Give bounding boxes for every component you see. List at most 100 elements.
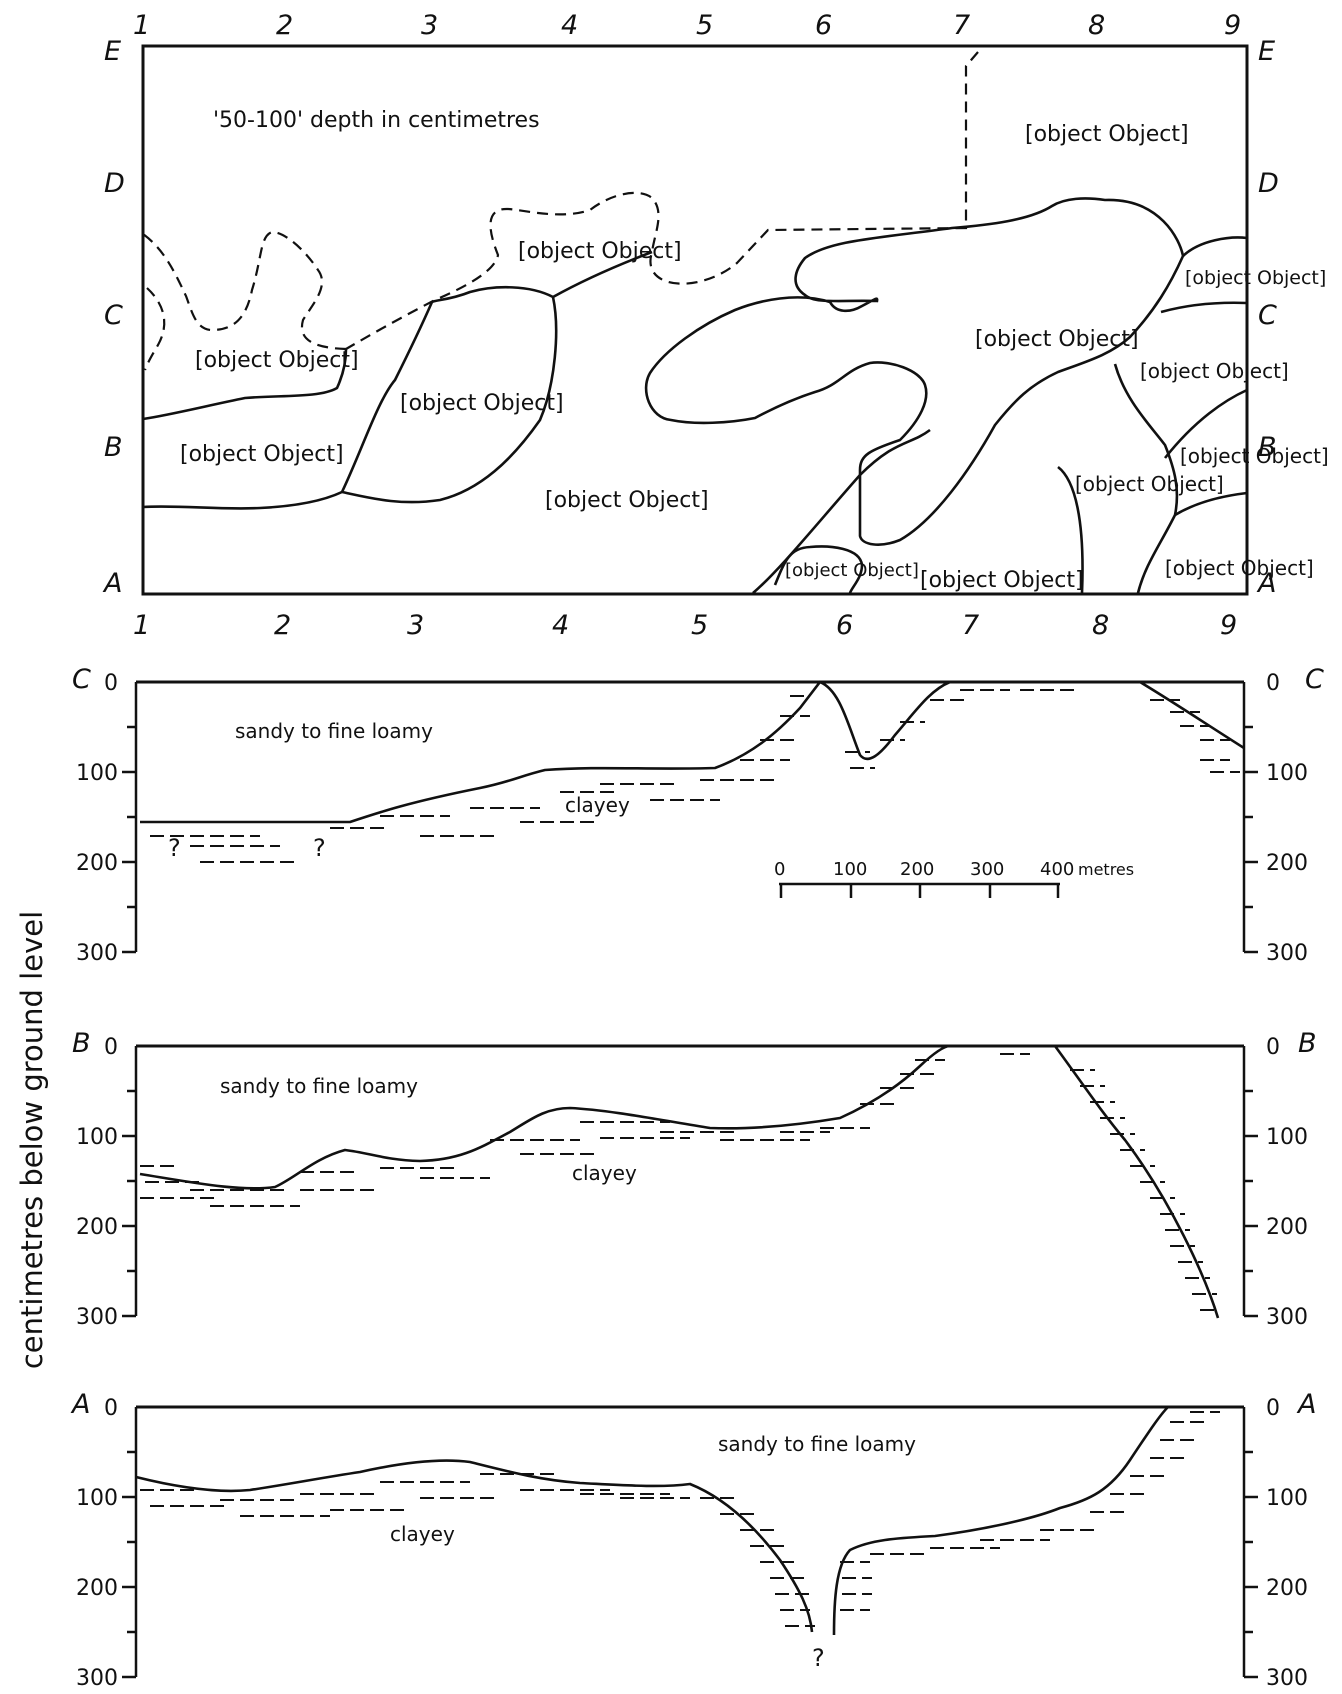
depth-tick-label: 100 [1266,1125,1308,1150]
boundary-gt200-south [773,545,864,594]
col-label-top-2: 2 [276,10,293,41]
boundary-dashed-left-lobe [143,287,166,371]
row-label-right-E: E [1258,36,1275,67]
row-label-right-D: D [1258,168,1279,199]
section-b-hatching [140,1053,1217,1311]
section-c-lower-label: clayey [565,793,630,817]
depth-tick-label: 0 [1266,1396,1280,1421]
col-label-bottom-8: 8 [1092,610,1109,641]
y-axis-label: centimetres below ground level [15,911,49,1369]
col-label-top-3: 3 [421,10,438,41]
section-c-left-axis: 0 100 200 300 [76,671,138,966]
boundary-1 [142,348,348,421]
scale-bar-label-0: 0 [774,859,785,880]
zone-label-center-west: [object Object] [400,391,564,416]
boundary-east-3 [1113,363,1179,594]
depth-tick-label: 300 [76,941,118,966]
section-c-boundary [140,680,1245,824]
section-c-uncertain-mark-1: ? [168,834,181,862]
depth-tick-label: 100 [76,1125,118,1150]
zone-label-east-lower: [object Object] [1180,444,1329,468]
section-a-name-left: A [70,1389,90,1420]
col-label-bottom-1: 1 [133,610,150,641]
boundary-east-1 [1182,236,1248,257]
section-b-upper-label: sandy to fine loamy [220,1074,418,1098]
row-label-right-A: A [1256,568,1276,599]
section-c-name-right: C [1305,664,1324,695]
col-label-top-9: 9 [1224,10,1241,41]
depth-tick-label: 300 [76,1305,118,1330]
depth-tick-label: 0 [1266,671,1280,696]
row-label-left-A: A [102,568,122,599]
depth-tick-label: 200 [1266,1576,1308,1601]
zone-label-north-center: [object Object] [518,239,682,264]
col-label-top-4: 4 [561,10,578,41]
row-label-left-B: B [104,432,123,463]
row-label-left-C: C [104,300,123,331]
section-b-name-left: B [72,1028,91,1059]
depth-tick-label: 200 [1266,1215,1308,1240]
depth-tick-label: 300 [76,1666,118,1691]
depth-tick-label: 300 [1266,1666,1308,1691]
section-a-boundary [135,1406,1169,1636]
boundary-dashed-top [345,51,979,350]
cross-section-a: A A 0 100 200 300 0 100 200 300 sandy to fine … [70,1389,1316,1691]
col-label-bottom-5: 5 [691,610,708,641]
section-a-upper-label: sandy to fine loamy [718,1432,916,1456]
section-b-name-right: B [1298,1028,1317,1059]
col-label-bottom-4: 4 [552,610,569,641]
zone-label-east-mid: [object Object] [1140,359,1289,383]
section-a-name-right: A [1296,1389,1316,1420]
boundary-0-50-main [644,197,1185,546]
row-label-right-C: C [1258,300,1277,331]
col-label-bottom-9: 9 [1220,610,1237,641]
zone-label-west-lower: [object Object] [180,442,344,467]
col-label-bottom-7: 7 [962,610,979,641]
section-a-hatching [140,1411,1220,1627]
depth-tick-label: 100 [1266,1486,1308,1511]
scale-bar-label-300: 300 [970,859,1004,880]
boundary-2 [142,285,558,510]
scale-bar-label-400: 400 [1040,859,1074,880]
map-frame [141,44,1249,596]
boundary-east-5 [1163,388,1248,459]
cross-section-b: B B 0 100 200 300 0 100 200 300 sandy to fine … [72,1028,1317,1330]
section-c-uncertain-mark-2: ? [313,834,326,862]
depth-tick-label: 300 [1266,1305,1308,1330]
zone-label-west-upper: [object Object] [195,348,359,373]
boundary-3 [340,301,434,493]
depth-tick-label: 0 [1266,1035,1280,1060]
depth-tick-label: 200 [1266,851,1308,876]
zone-label-south: [object Object] [920,568,1084,593]
depth-tick-label: 100 [76,761,118,786]
section-c-name-left: C [72,664,91,695]
zone-label-south-small: [object Object] [785,560,919,581]
col-label-top-7: 7 [953,10,970,41]
zone-label-south-corner: [object Object] [1165,556,1314,580]
scale-bar-label-200: 200 [900,859,934,880]
section-b-boundary [139,1044,1220,1319]
col-label-top-1: 1 [133,10,150,41]
section-b-lower-label: clayey [572,1161,637,1185]
section-c-hatching [150,689,1240,863]
boundary-dashed-left [142,230,347,351]
zone-label-center: [object Object] [545,488,709,513]
depth-tick-label: 200 [76,1576,118,1601]
depth-tick-label: 100 [76,1486,118,1511]
section-b-left-axis: 0 100 200 300 [76,1035,138,1330]
row-label-left-D: D [104,168,125,199]
zone-label-top-right: [object Object] [1025,122,1189,147]
depth-tick-label: 0 [104,1396,118,1421]
section-c-upper-label: sandy to fine loamy [235,719,433,743]
col-label-bottom-2: 2 [274,610,291,641]
boundary-south-diag [752,428,931,594]
depth-tick-label: 200 [76,1215,118,1240]
col-label-bottom-6: 6 [836,610,853,641]
col-label-top-5: 5 [696,10,713,41]
section-a-left-axis: 0 100 200 300 [76,1396,138,1691]
boundary-4 [552,250,653,299]
col-label-top-6: 6 [815,10,832,41]
section-a-lower-label: clayey [390,1522,455,1546]
scale-bar-unit: metres [1078,860,1134,879]
